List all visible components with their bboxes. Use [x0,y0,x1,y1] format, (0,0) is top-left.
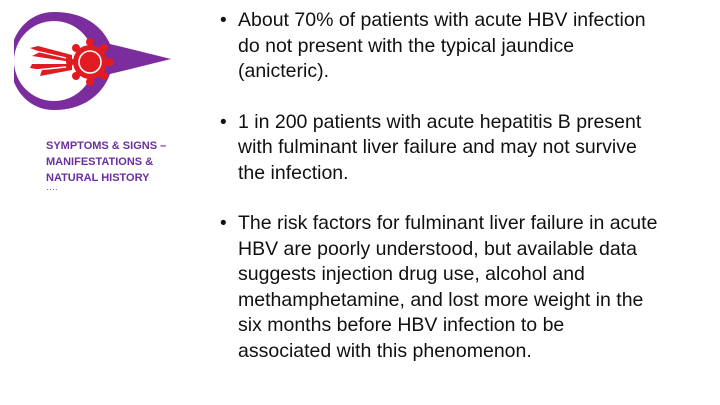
section-heading-line-1: SYMPTOMS & SIGNS – [46,140,167,152]
section-heading-line-3: NATURAL HISTORY [46,172,150,184]
bullet-text: 1 in 200 patients with acute hepatitis B… [238,110,642,184]
ribbon-logo-icon [10,4,174,124]
bullet-item: • About 70% of patients with acute HBV i… [218,8,658,85]
bullet-list: • About 70% of patients with acute HBV i… [218,8,658,364]
section-heading-line-2: MANIFESTATIONS & [46,156,154,168]
bullet-dot-icon: • [220,213,227,234]
section-heading-ellipsis: …. [46,182,58,192]
bullet-item: • 1 in 200 patients with acute hepatitis… [218,110,658,187]
bullet-item: • The risk factors for fulminant liver f… [218,211,658,364]
bullet-text: About 70% of patients with acute HBV inf… [238,9,646,82]
bullet-text: The risk factors for fulminant liver fai… [238,212,658,362]
bullet-dot-icon: • [220,10,227,31]
bullet-dot-icon: • [220,111,227,133]
section-heading: SYMPTOMS & SIGNS – MANIFESTATIONS & NATU… [46,138,216,186]
